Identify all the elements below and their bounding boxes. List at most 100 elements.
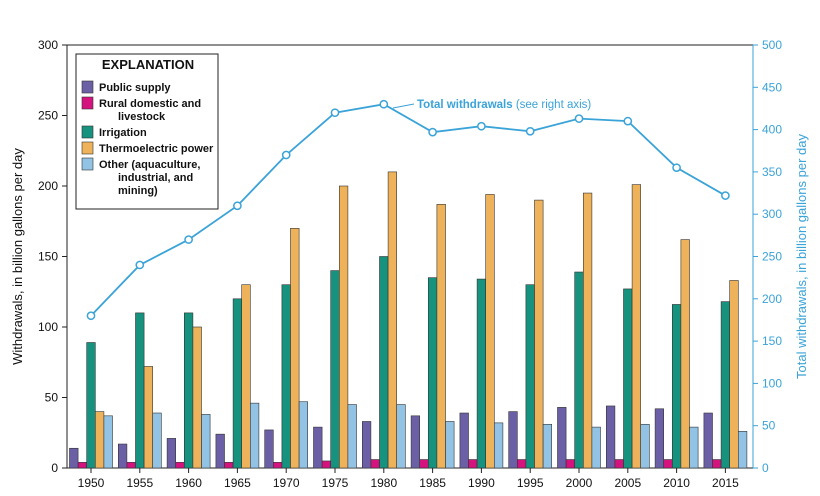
bar-2015-series-2 (720, 301, 730, 469)
bar-2010-series-2 (671, 304, 682, 469)
bar-1990-series-0 (459, 412, 469, 469)
total-withdrawals-point-1970 (281, 150, 291, 160)
bar-1950-series-3 (95, 411, 105, 469)
legend-swatch-1 (81, 96, 94, 110)
bar-1950-series-1 (77, 462, 87, 469)
bar-1990-series-4 (493, 422, 504, 469)
bar-2010-series-3 (680, 239, 690, 469)
x-tick-label: 1975 (322, 476, 349, 490)
y2-tick-label: 500 (762, 38, 782, 52)
bar-1975-series-2 (330, 270, 340, 469)
bar-1970-series-3 (290, 228, 300, 469)
y2-tick-label: 300 (762, 207, 782, 221)
bar-1980-series-0 (361, 421, 372, 469)
bar-2015-series-1 (712, 459, 722, 469)
bar-1995-series-1 (516, 459, 527, 469)
bar-1985-series-4 (445, 421, 455, 469)
bar-2010-series-4 (689, 426, 699, 469)
bar-1970-series-4 (298, 401, 309, 469)
bar-1985-series-1 (419, 459, 429, 469)
bar-2005-series-2 (623, 288, 633, 469)
bar-1980-series-4 (396, 404, 406, 469)
bar-1960-series-2 (184, 312, 194, 469)
y2-tick-label: 0 (762, 461, 769, 475)
y-tick-label: 50 (45, 391, 59, 405)
y2-tick-label: 200 (762, 292, 782, 306)
annotation-bold: Total withdrawals (417, 99, 513, 111)
x-tick-label: 1990 (468, 476, 495, 490)
bar-1955-series-4 (152, 412, 162, 469)
x-tick-label: 1980 (370, 476, 397, 490)
bar-1985-series-3 (436, 204, 446, 469)
bar-1990-series-3 (485, 194, 495, 469)
legend-label-2-line-0: Irrigation (99, 127, 147, 139)
bar-1990-series-1 (468, 459, 478, 469)
bar-1965-series-2 (232, 298, 243, 469)
bar-1970-series-0 (264, 429, 274, 469)
bar-1950-series-4 (103, 415, 113, 469)
total-withdrawals-point-2005 (623, 116, 633, 126)
bar-2000-series-2 (574, 271, 584, 469)
y-tick-label: 150 (38, 250, 58, 264)
total-withdrawals-point-1980 (379, 99, 389, 109)
y2-tick-label: 450 (762, 80, 782, 94)
bar-1950-series-2 (86, 342, 96, 469)
bar-1985-series-0 (410, 415, 421, 469)
x-tick-label: 1950 (78, 476, 105, 490)
y-axis-title: Withdrawals, in billion gallons per day (10, 148, 25, 365)
y2-tick-label: 350 (762, 165, 782, 179)
annotation-normal: (see right axis) (513, 99, 592, 111)
bar-1965-series-3 (241, 284, 251, 469)
total-withdrawals-point-2010 (672, 163, 681, 173)
bar-1955-series-1 (126, 462, 136, 469)
y-tick-label: 100 (38, 320, 58, 334)
y-tick-label: 250 (38, 109, 58, 123)
y2-tick-label: 150 (762, 334, 782, 348)
x-tick-label: 1985 (419, 476, 446, 490)
bar-1985-series-2 (427, 277, 438, 469)
legend-title: EXPLANATION (102, 57, 194, 72)
bar-2005-series-4 (640, 423, 650, 469)
x-tick-label: 2005 (614, 476, 641, 490)
y2-tick-label: 400 (762, 123, 782, 137)
bar-1965-series-1 (224, 462, 234, 469)
bar-2005-series-3 (631, 184, 641, 469)
total-withdrawals-point-1950 (86, 311, 96, 321)
x-tick-label: 1995 (517, 476, 544, 490)
y-tick-label: 200 (38, 179, 58, 193)
bar-2015-series-3 (729, 280, 739, 469)
bar-2015-series-4 (737, 431, 748, 469)
x-tick-label: 2000 (566, 476, 593, 490)
legend-box (75, 53, 219, 210)
total-withdrawals-point-1975 (330, 108, 340, 118)
x-tick-label: 1955 (126, 476, 153, 490)
bar-2015-series-0 (703, 412, 713, 469)
legend-label-4-line-0: Other (aquaculture, (99, 159, 200, 171)
bar-1960-series-0 (166, 438, 177, 469)
total-withdrawals-line (90, 103, 726, 317)
y-tick-label: 300 (38, 38, 58, 52)
legend-swatch-4 (81, 157, 94, 171)
bar-2000-series-1 (565, 459, 575, 469)
bar-1965-series-0 (215, 433, 225, 469)
bar-1980-series-3 (387, 171, 398, 469)
annotation-leader-line (392, 103, 415, 109)
y-tick-label: 0 (51, 461, 58, 475)
x-tick-label: 1960 (175, 476, 202, 490)
bar-1960-series-1 (175, 462, 185, 469)
bar-2000-series-3 (582, 192, 593, 469)
bar-1995-series-3 (534, 199, 544, 469)
total-withdrawals-point-1965 (233, 201, 242, 211)
y2-axis-title: Total withdrawals, in billion gallons pe… (794, 134, 809, 379)
bar-2010-series-1 (663, 459, 673, 469)
legend-swatch-0 (81, 80, 94, 94)
total-withdrawals-point-1995 (525, 126, 535, 136)
bar-2010-series-0 (654, 408, 664, 469)
bar-1990-series-2 (476, 278, 487, 469)
bar-2000-series-4 (591, 426, 601, 469)
total-withdrawals-annotation: Total withdrawals (see right axis) (417, 99, 591, 111)
legend-label-4-line-2: mining) (118, 185, 158, 197)
total-withdrawals-point-1985 (428, 127, 437, 137)
total-withdrawals-point-1960 (184, 235, 193, 244)
total-withdrawals-point-1955 (135, 260, 145, 270)
